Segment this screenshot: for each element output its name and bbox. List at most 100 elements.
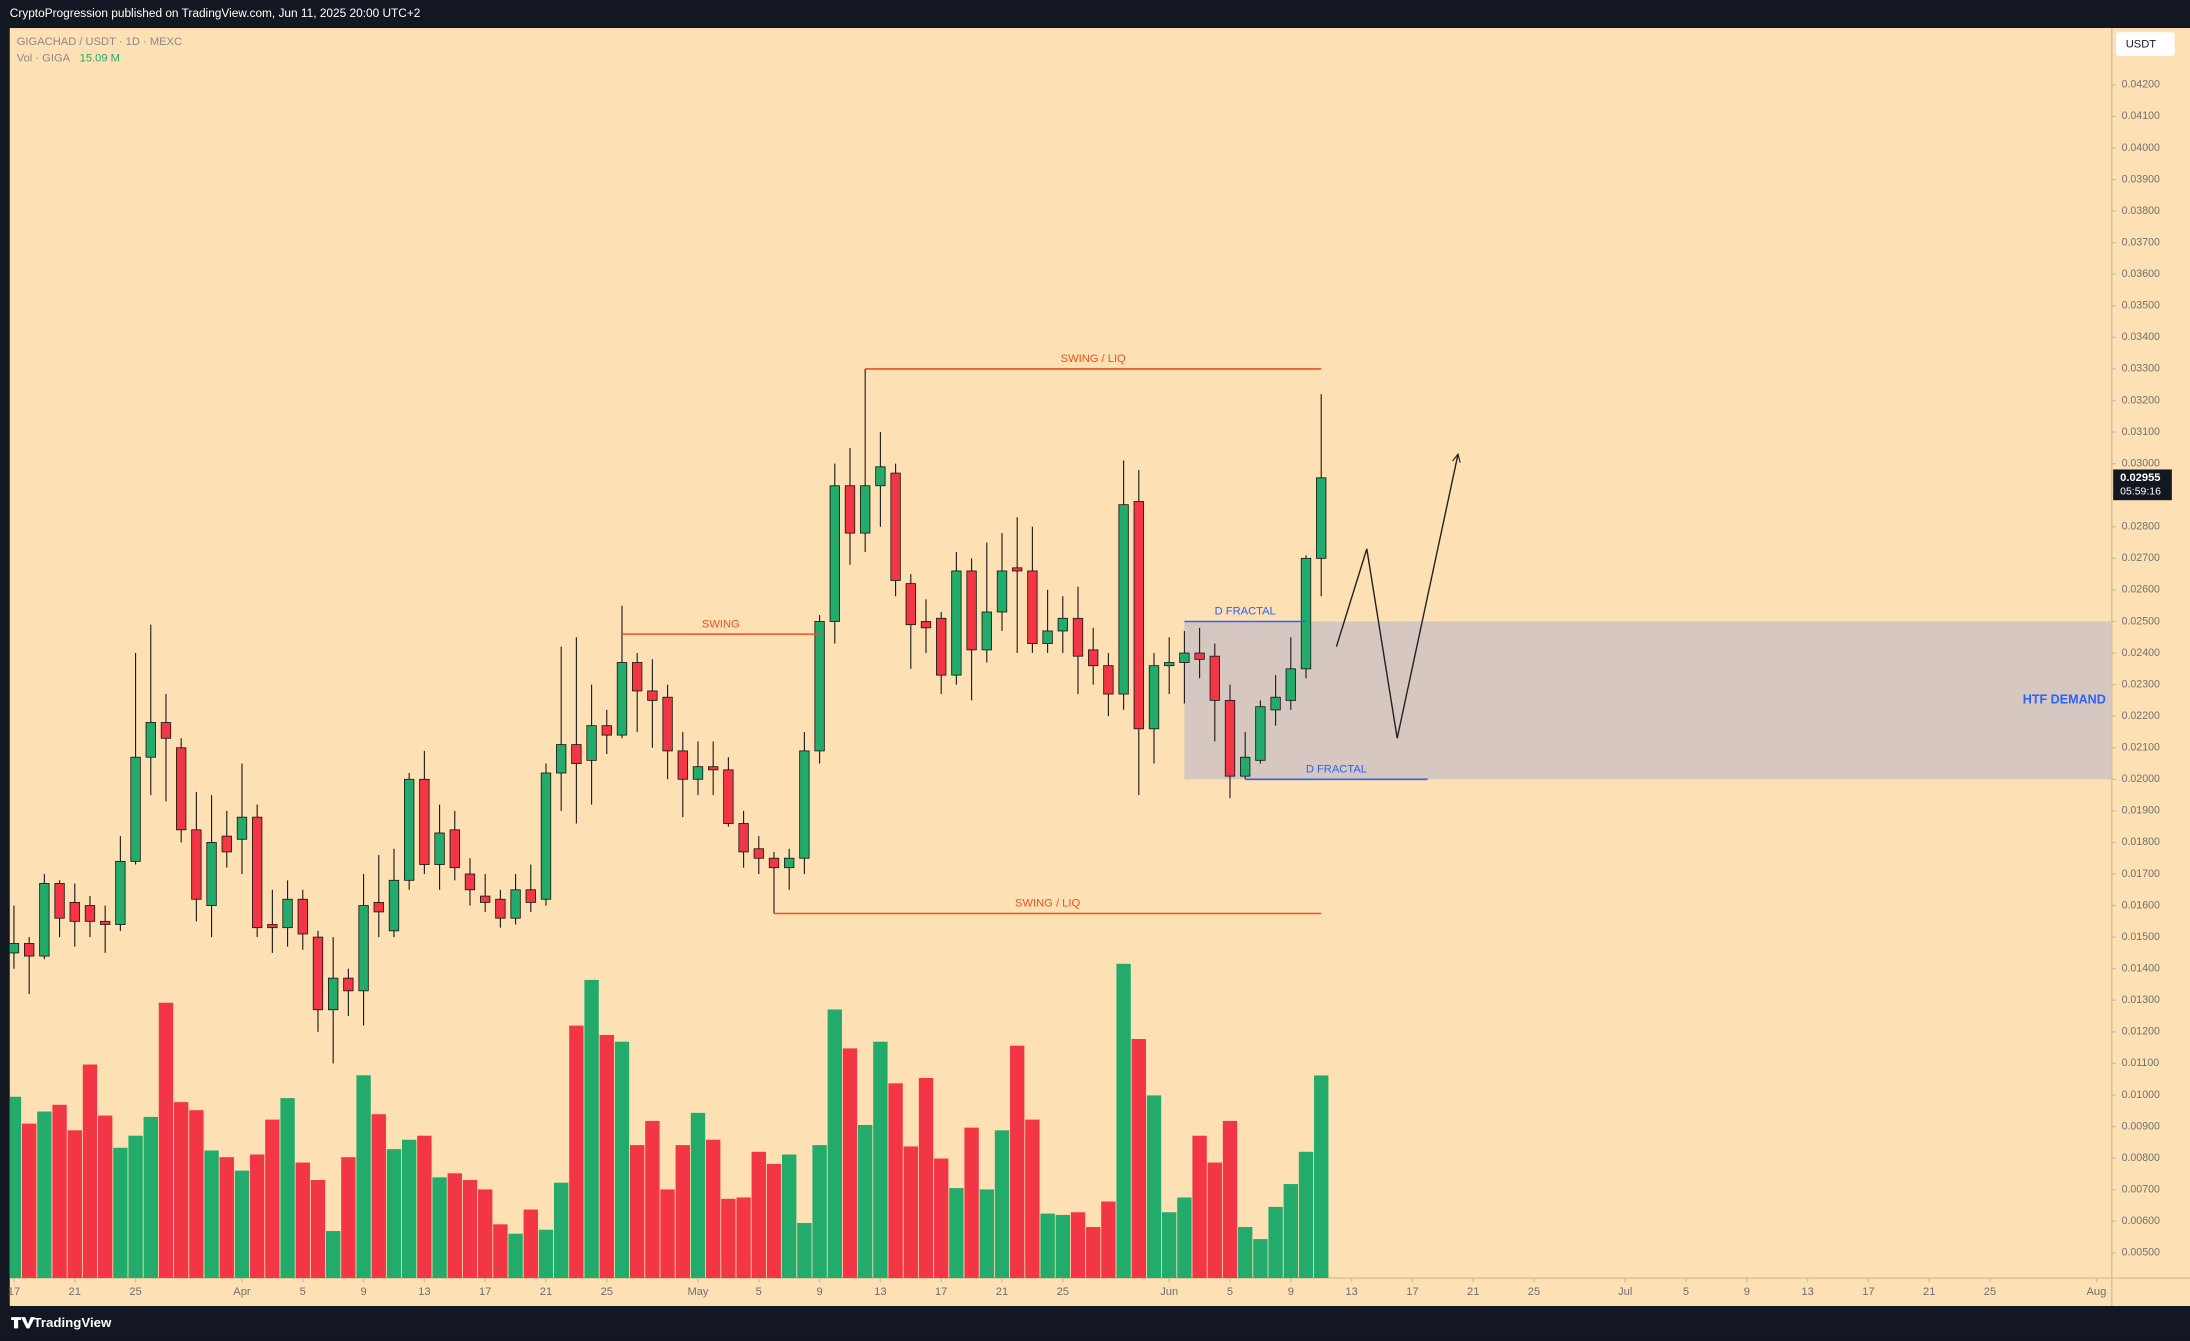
volume-bar <box>1025 1119 1040 1279</box>
volume-bar <box>827 1009 842 1279</box>
candle-body <box>23 943 35 957</box>
volume-bar <box>1116 963 1131 1279</box>
x-tick-label: Apr <box>233 1286 251 1298</box>
x-tick-label: 5 <box>1683 1286 1689 1298</box>
candle-body <box>449 829 460 869</box>
y-tick-label: 0.00500 <box>2122 1247 2160 1259</box>
volume-bar <box>842 1048 858 1279</box>
y-tick-label: 0.01900 <box>2122 805 2160 817</box>
x-tick-label: 13 <box>874 1286 886 1298</box>
y-tick-label: 0.01600 <box>2122 899 2160 911</box>
x-tick-label: Jun <box>1160 1286 1178 1298</box>
x-tick-label: 9 <box>1744 1286 1750 1298</box>
y-tick-label: 0.02100 <box>2122 742 2160 754</box>
volume-bar <box>1146 1095 1162 1279</box>
x-tick-label: 21 <box>69 1286 81 1298</box>
candle-body <box>1148 665 1160 730</box>
volume-bar <box>660 1189 675 1279</box>
volume-bar <box>918 1077 934 1279</box>
candle-body <box>571 744 582 764</box>
volume-bar <box>949 1188 964 1279</box>
candle-body <box>282 898 293 929</box>
x-tick-label: 17 <box>8 1286 20 1298</box>
volume-bar <box>173 1102 189 1279</box>
y-tick-label: 0.02300 <box>2122 678 2160 690</box>
volume-bar <box>645 1120 660 1279</box>
y-tick-label: 0.00700 <box>2122 1183 2160 1195</box>
volume-bar <box>280 1098 295 1279</box>
candle-body <box>1255 706 1266 761</box>
y-tick-label: 0.01000 <box>2122 1089 2160 1101</box>
candle-body <box>1027 570 1038 644</box>
volume-bar <box>325 1231 341 1279</box>
volume-last: 15.09 M <box>80 53 120 65</box>
candle-body <box>1057 617 1068 632</box>
candle-body <box>768 857 780 869</box>
y-tick-label: 0.00600 <box>2122 1215 2160 1227</box>
candle-body <box>799 750 810 859</box>
volume-bar <box>690 1112 706 1279</box>
y-tick-label: 0.01700 <box>2122 868 2160 880</box>
level-label: D FRACTAL <box>1306 763 1367 775</box>
y-tick-label: 0.03600 <box>2122 268 2160 280</box>
last-price-box <box>2113 469 2172 501</box>
candle-body <box>1072 617 1084 657</box>
candle-body <box>662 696 673 752</box>
x-tick-label: 5 <box>1227 1286 1233 1298</box>
x-tick-label: 25 <box>1057 1286 1069 1298</box>
candle-body <box>388 879 400 932</box>
volume-bar <box>417 1135 432 1279</box>
volume-bar <box>143 1116 158 1279</box>
candle-body <box>464 873 476 891</box>
y-tick-label: 0.04000 <box>2122 142 2160 154</box>
volume-bar <box>356 1075 371 1279</box>
y-tick-label: 0.01400 <box>2122 963 2160 975</box>
currency: USDT <box>2126 39 2157 51</box>
x-tick-label: Jul <box>1618 1286 1632 1298</box>
candle-body <box>936 617 947 676</box>
candle-body <box>1209 655 1220 701</box>
volume-bar <box>204 1150 219 1279</box>
candle-body <box>1240 756 1251 777</box>
volume-bar <box>1268 1206 1283 1279</box>
volume-bar <box>994 1130 1010 1279</box>
volume-bar <box>1222 1120 1238 1279</box>
level-label: SWING / LIQ <box>1061 353 1126 365</box>
y-tick-label: 0.03400 <box>2122 331 2160 343</box>
candle-body <box>1224 699 1236 777</box>
candle-body <box>860 485 871 534</box>
volume-bar <box>341 1157 356 1279</box>
candle-body <box>176 747 187 831</box>
volume-bar <box>447 1173 462 1279</box>
candle-body <box>145 722 156 758</box>
candle-body <box>753 848 764 859</box>
candle-body <box>160 722 172 739</box>
volume-bar <box>706 1139 721 1279</box>
candle-body <box>69 901 80 922</box>
candle-body <box>1300 557 1312 670</box>
volume-bar <box>1162 1212 1177 1279</box>
volume-bar <box>538 1229 554 1279</box>
volume-bar <box>614 1041 630 1279</box>
volume-bar <box>1101 1201 1116 1279</box>
x-tick-label: 21 <box>1923 1286 1935 1298</box>
plot-area: SWING / LIQ SWING SWING / LIQ D FRACTAL D FR… <box>9 353 2112 1279</box>
logo <box>11 1317 35 1329</box>
volume-bar <box>219 1157 234 1279</box>
x-tick-label: 9 <box>816 1286 822 1298</box>
projection-path <box>1335 454 1458 739</box>
candle-body <box>100 920 111 925</box>
volume-bar <box>265 1119 280 1279</box>
volume-bar <box>67 1130 82 1279</box>
candle-body <box>1103 665 1114 695</box>
x-tick-label: 13 <box>418 1286 430 1298</box>
volume-bar <box>1177 1197 1192 1279</box>
y-tick-label: 0.03900 <box>2122 173 2160 185</box>
y-tick-label: 0.03100 <box>2122 426 2160 438</box>
candle-body <box>1316 477 1327 559</box>
candle-body <box>1042 630 1053 644</box>
x-tick-label: 25 <box>1984 1286 1996 1298</box>
volume-bar <box>21 1123 37 1279</box>
y-tick-label: 0.00900 <box>2122 1120 2160 1132</box>
